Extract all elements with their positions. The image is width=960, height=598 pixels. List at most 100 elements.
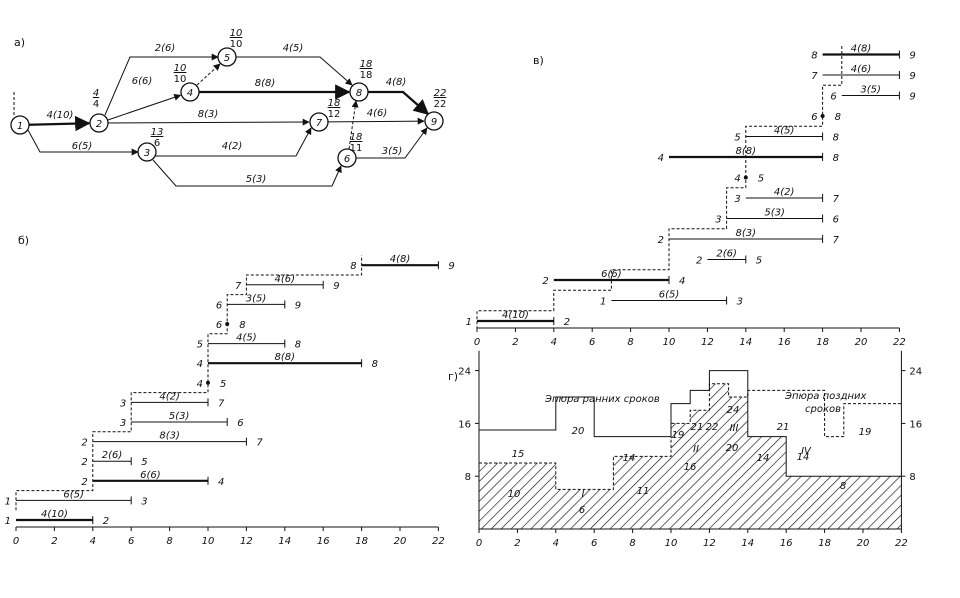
row-start-event-12: 7: [811, 71, 818, 82]
row-end-event-6: 7: [833, 194, 840, 205]
x-tick-label-18: 18: [816, 337, 829, 348]
arc-label-6-9: 3(5): [382, 146, 403, 157]
x-tick-label-8: 8: [166, 536, 172, 547]
profile-value-label-12: 22: [706, 422, 719, 433]
res-x-tick-label-12: 12: [703, 538, 716, 549]
row-start-event-1: 1: [600, 297, 606, 308]
row-end-event-5: 6: [833, 215, 839, 226]
network-graph: 4(10) 6(5) 2(6) 6(6) 8(3) 4(2) 5(3) 4(5) 8(8) 4(6…: [11, 28, 446, 186]
profile-value-label-6: 14: [757, 453, 770, 464]
res-y-tick-label-left-24: 24: [458, 367, 471, 378]
profile-value-label-16: 19: [859, 427, 872, 438]
arc-label-3-7: 4(2): [222, 141, 243, 152]
row-end-event-5: 6: [237, 418, 243, 429]
node-5-early-time: 10: [230, 39, 243, 50]
row-start-event-8: 4: [197, 359, 203, 370]
row-end-event-13: 9: [448, 261, 454, 272]
task-label-11: 3(5): [860, 85, 881, 96]
x-tick-label-0: 0: [474, 337, 480, 348]
row-end-event-1: 3: [141, 496, 147, 507]
task-label-4: 8(3): [736, 228, 757, 239]
row-end-event-2: 4: [218, 477, 224, 488]
res-y-tick-label-right-24: 24: [909, 367, 922, 378]
float-envelope: [16, 255, 362, 510]
row-start-event-6: 3: [120, 398, 126, 409]
row-start-event-2: 2: [542, 276, 548, 287]
res-x-tick-label-0: 0: [476, 538, 482, 549]
arc-1-2: [29, 123, 89, 125]
node-label-3: 3: [144, 148, 150, 159]
row-end-event-9: 8: [833, 133, 839, 144]
arc-label-1-2: 4(10): [47, 110, 74, 121]
node-label-7: 7: [316, 118, 323, 129]
node-label-4: 4: [187, 88, 193, 99]
row-end-event-10: 8: [239, 320, 245, 331]
row-start-event-7: 4: [197, 379, 203, 390]
x-tick-label-20: 20: [855, 337, 868, 348]
panel-label-b: б): [18, 234, 29, 247]
node-4-early-time: 10: [174, 74, 187, 85]
arc-label-2-7: 8(3): [198, 109, 219, 120]
x-tick-label-10: 10: [663, 337, 676, 348]
node-7-late-time: 18: [328, 98, 341, 109]
panel-label-g: г): [448, 370, 458, 383]
arc-2-4: [108, 95, 181, 120]
x-tick-label-2: 2: [512, 337, 518, 348]
task-label-13: 4(8): [390, 254, 411, 265]
node-3-late-time: 13: [151, 127, 164, 138]
profile-value-label-3: 19: [672, 430, 685, 441]
row-end-event-11: 9: [295, 300, 301, 311]
x-tick-label-14: 14: [278, 536, 291, 547]
zone-label-IV: IV: [801, 446, 812, 457]
x-tick-label-12: 12: [240, 536, 253, 547]
row-start-event-7: 4: [734, 174, 740, 185]
profile-value-label-0: 15: [512, 449, 525, 460]
x-tick-label-16: 16: [778, 337, 791, 348]
task-label-1: 6(5): [659, 290, 680, 301]
task-label-3: 2(6): [716, 249, 737, 260]
x-tick-label-10: 10: [202, 536, 215, 547]
arc-label-4-8: 8(8): [255, 78, 276, 89]
res-y-tick-label-left-16: 16: [458, 419, 471, 430]
row-end-event-8: 8: [833, 153, 839, 164]
x-tick-label-8: 8: [627, 337, 633, 348]
row-end-event-2: 4: [679, 276, 685, 287]
node-7-early-time: 12: [328, 109, 341, 120]
arc-2-5: [105, 57, 218, 115]
node-6-early-time: 11: [350, 143, 363, 154]
row-end-event-8: 8: [372, 359, 378, 370]
node-label-5: 5: [224, 53, 230, 64]
node-label-6: 6: [344, 154, 350, 165]
row-end-event-9: 8: [295, 340, 301, 351]
x-tick-label-20: 20: [394, 536, 407, 547]
row-end-event-12: 9: [333, 281, 339, 292]
arc-label-7-9: 4(6): [367, 108, 388, 119]
row-start-event-13: 8: [811, 51, 817, 62]
x-tick-label-14: 14: [739, 337, 752, 348]
res-y-tick-label-left-8: 8: [465, 472, 471, 483]
res-x-tick-label-6: 6: [591, 538, 597, 549]
profile-value-label-4: 21: [691, 422, 704, 433]
arc-7-9: [328, 121, 424, 122]
node-label-8: 8: [356, 88, 362, 99]
x-tick-label-6: 6: [128, 536, 134, 547]
arc-label-2-5: 2(6): [155, 43, 176, 54]
node-label-9: 9: [431, 117, 437, 128]
task-label-0: 4(10): [41, 509, 68, 520]
x-tick-label-6: 6: [589, 337, 595, 348]
row-end-event-3: 5: [756, 256, 762, 267]
x-tick-label-18: 18: [355, 536, 368, 547]
zone-label-I: I: [582, 489, 585, 500]
x-tick-label-0: 0: [13, 536, 19, 547]
late-profile-title-line2: сроков: [805, 404, 841, 415]
row-start-event-4: 2: [81, 438, 87, 449]
res-x-tick-label-14: 14: [741, 538, 754, 549]
arc-label-5-8: 4(5): [283, 43, 304, 54]
x-tick-label-22: 22: [432, 536, 445, 547]
row-start-event-9: 5: [734, 133, 740, 144]
row-end-event-4: 7: [833, 235, 840, 246]
profile-value-label-14: 21: [777, 422, 790, 433]
row-end-event-13: 9: [909, 51, 915, 62]
task-label-4: 8(3): [159, 431, 180, 442]
